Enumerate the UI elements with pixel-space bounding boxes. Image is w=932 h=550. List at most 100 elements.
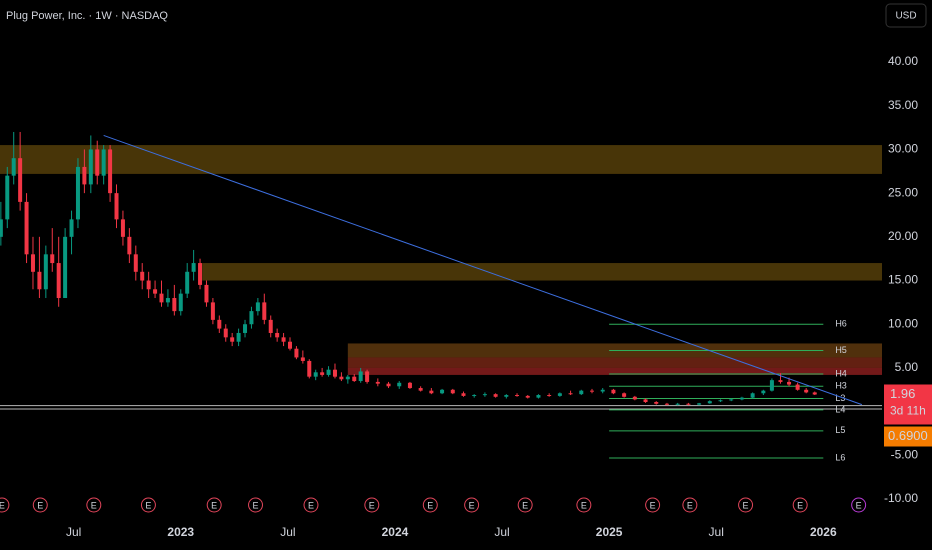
- candle-body: [795, 384, 800, 390]
- candle-body: [622, 393, 627, 397]
- candle-body: [300, 357, 305, 361]
- y-tick-label: 40.00: [888, 54, 918, 68]
- candle-body: [345, 376, 350, 380]
- candle-body: [332, 369, 337, 377]
- candle-body: [557, 393, 562, 396]
- candle-body: [326, 369, 331, 375]
- candle-body: [589, 390, 594, 392]
- candle-body: [386, 383, 391, 387]
- candle-body: [204, 284, 209, 303]
- earnings-label: E: [37, 500, 43, 510]
- earnings-marker: [206, 497, 222, 513]
- candle-body: [185, 271, 190, 294]
- marker-price-box: [884, 426, 932, 447]
- candle-body: [675, 403, 680, 405]
- y-tick-label: 25.00: [888, 185, 918, 199]
- candle-body: [761, 390, 766, 394]
- candle-body: [504, 395, 509, 397]
- candle-body: [24, 201, 29, 255]
- pivot-label: H5: [835, 345, 847, 355]
- candle-body: [611, 389, 616, 394]
- candle-body: [255, 302, 260, 312]
- candle-body: [450, 389, 455, 394]
- candle-body: [739, 397, 744, 400]
- pivot-label: H3: [835, 381, 847, 391]
- earnings-label: E: [211, 500, 217, 510]
- earnings-marker: [682, 497, 698, 513]
- zone: [202, 263, 882, 281]
- candle-body: [30, 254, 35, 272]
- pivot-label: L3: [835, 393, 845, 403]
- candle-body: [275, 332, 280, 338]
- candle-body: [146, 280, 151, 290]
- candle-body: [281, 337, 286, 342]
- countdown-label: 3d 11h: [890, 404, 926, 418]
- candle-body: [307, 360, 312, 377]
- candle-body: [313, 372, 318, 377]
- candle-body: [461, 393, 466, 396]
- candle-body: [191, 263, 196, 272]
- candle-body: [63, 236, 68, 299]
- x-tick-label: 2026: [810, 525, 837, 539]
- candle-body: [632, 396, 637, 400]
- candle-body: [288, 341, 293, 349]
- candle-body: [525, 395, 530, 398]
- y-tick-label: -10.00: [884, 491, 918, 505]
- y-tick-label: 5.00: [895, 360, 919, 374]
- earnings-label: E: [427, 500, 433, 510]
- candle-body: [108, 149, 113, 194]
- pivot-label: L4: [835, 404, 845, 414]
- candle-body: [769, 380, 774, 391]
- candle-body: [654, 402, 659, 404]
- candle-body: [50, 254, 55, 264]
- last-price-label: 1.96: [890, 386, 915, 401]
- earnings-label: E: [581, 500, 587, 510]
- candle-body: [140, 271, 145, 281]
- earnings-label: E: [522, 500, 528, 510]
- earnings-marker: [464, 497, 480, 513]
- chart-title: Plug Power, Inc. · 1W · NASDAQ: [6, 10, 168, 22]
- candle-body: [18, 158, 23, 202]
- candle-body: [133, 254, 138, 272]
- currency-button[interactable]: [885, 3, 927, 28]
- candle-body: [472, 395, 477, 397]
- earnings-label: E: [369, 500, 375, 510]
- candle-body: [707, 401, 712, 404]
- earnings-marker: [364, 497, 380, 513]
- candle-body: [120, 219, 125, 237]
- candle-body: [778, 380, 783, 382]
- candle-body: [268, 319, 273, 333]
- candle-body: [69, 219, 74, 237]
- zone: [347, 357, 882, 368]
- candle-body: [56, 263, 61, 299]
- earnings-label: E: [145, 500, 151, 510]
- candle-body: [178, 293, 183, 312]
- candle-body: [0, 219, 3, 237]
- candle-body: [697, 403, 702, 405]
- candle-body: [198, 263, 203, 285]
- x-tick-label: Jul: [280, 525, 295, 539]
- candle-body: [787, 381, 792, 385]
- candle-body: [547, 395, 552, 397]
- candle-body: [804, 389, 809, 393]
- candle-body: [429, 390, 434, 394]
- candle-body: [418, 388, 423, 391]
- candle-body: [75, 166, 80, 220]
- candle-body: [579, 390, 584, 395]
- zone: [0, 145, 882, 174]
- x-tick-label: 2025: [596, 525, 623, 539]
- candle-body: [482, 394, 487, 396]
- candle-body: [236, 332, 241, 342]
- earnings-label: E: [469, 500, 475, 510]
- candle-body: [165, 298, 170, 303]
- candle-body: [365, 371, 370, 382]
- x-tick-label: Jul: [709, 525, 724, 539]
- candle-body: [352, 376, 357, 382]
- pivot-label: H6: [835, 319, 847, 329]
- currency-label[interactable]: USD: [895, 11, 916, 22]
- candle-body: [5, 175, 10, 220]
- pivot-label: H4: [835, 368, 847, 378]
- y-tick-label: 20.00: [888, 229, 918, 243]
- candle-body: [217, 319, 222, 329]
